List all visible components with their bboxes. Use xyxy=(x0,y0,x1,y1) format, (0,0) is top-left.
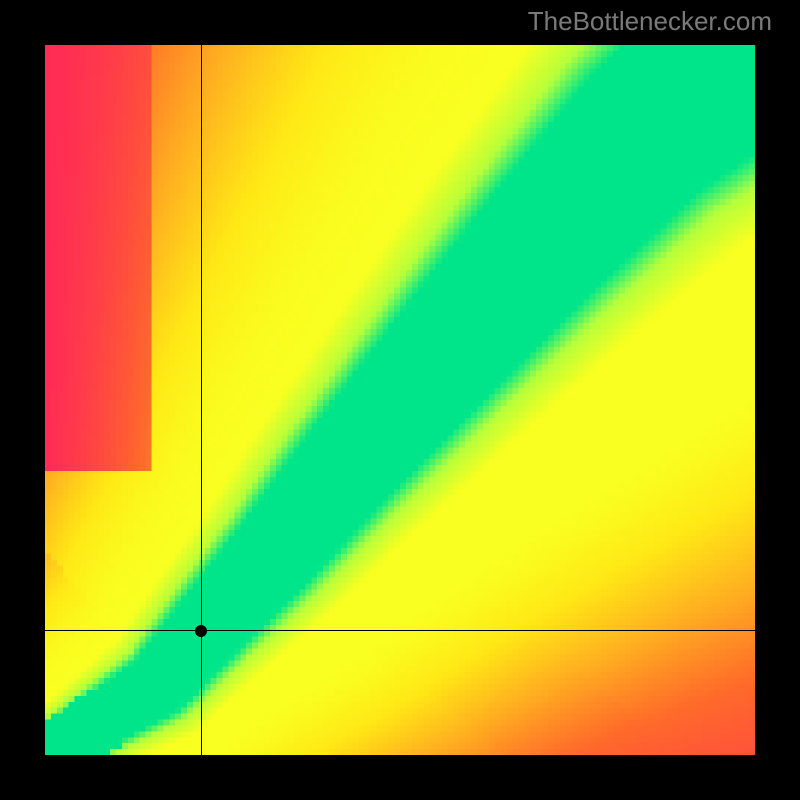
stage: TheBottlenecker.com xyxy=(0,0,800,800)
crosshair-vertical xyxy=(201,45,202,755)
heatmap-canvas xyxy=(45,45,755,755)
heatmap-plot xyxy=(45,45,755,755)
crosshair-horizontal xyxy=(45,630,755,631)
watermark-text: TheBottlenecker.com xyxy=(528,6,772,37)
crosshair-marker xyxy=(195,625,207,637)
